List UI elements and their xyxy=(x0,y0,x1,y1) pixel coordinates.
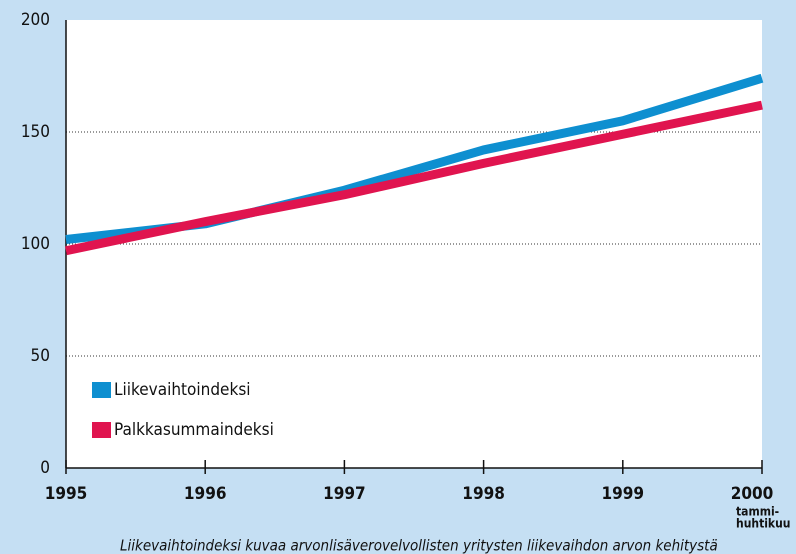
line xyxy=(65,100,763,256)
x-tick-label: 1996 xyxy=(184,484,227,504)
y-tick-label: 50 xyxy=(31,346,50,366)
y-tick-label: 150 xyxy=(21,122,50,142)
x-tick-label: 1999 xyxy=(602,484,645,504)
x-note: tammi- xyxy=(736,505,779,519)
y-tick-label: 200 xyxy=(21,10,50,30)
x-tick-label: 1995 xyxy=(45,484,88,504)
x-tick-label: 1998 xyxy=(462,484,505,504)
legend-label: Liikevaihtoindeksi xyxy=(114,380,251,400)
y-tick-label: 100 xyxy=(21,234,50,254)
y-tick-label: 0 xyxy=(40,458,50,478)
caption: Liikevaihtoindeksi kuvaa arvonlisäverove… xyxy=(120,537,718,554)
legend-swatch xyxy=(92,382,111,398)
x-tick-label: 2000 xyxy=(731,484,774,504)
x-note: huhtikuu xyxy=(736,517,790,531)
legend-label: Palkkasummaindeksi xyxy=(114,420,274,440)
legend-swatch xyxy=(92,422,111,438)
x-tick-label: 1997 xyxy=(323,484,366,504)
